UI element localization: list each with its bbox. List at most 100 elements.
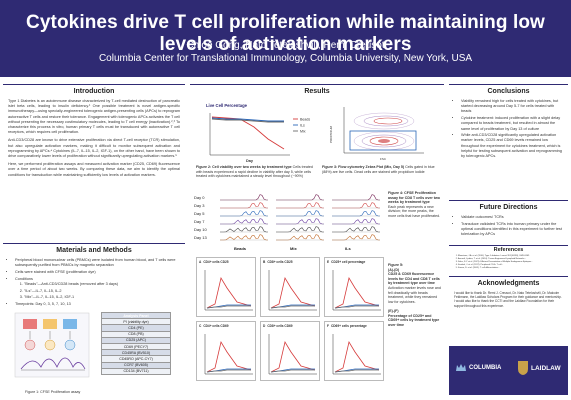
fig5-panel-letter: D [263,324,266,328]
fig5-panel: A CD4+ cells CD25 [196,257,256,317]
fig2-legend-mix: Mix [300,129,306,133]
introduction-section: Introduction Type 1 Diabetes is an autoi… [3,84,185,234]
conclusions-heading: Conclusions [487,88,530,95]
fig5-panel-letter: F [327,324,329,328]
fig5-beads-line [270,340,316,373]
columbia-crown-icon [456,364,466,371]
acknowledgments-section: Acknowledgments I would like to thank Dr… [449,276,568,344]
reference-item: Bluestone, J.A. et al. (2010). Type 1 di… [458,255,563,258]
fig5-beads-line [270,276,316,309]
poster-authors: Chloe Gong, Nato Teteloshvili, Remi Creu… [186,40,385,51]
fig5-panel-title-text: CD69+ cells percentage [330,324,367,328]
fig5-beads-line [206,340,252,373]
laidlaw-shield-icon [518,361,528,375]
fig5-panel-title-text: CD4+ cells CD25 [203,260,229,264]
fig5-caption-part-4: (E)-(F) [388,308,399,313]
condition-beads: "Beads"—Anti-CD3/CD28 beads (removed aft… [24,282,180,287]
fig5-line-chart [268,334,317,375]
conclusions-section: Conclusions Viability remained high for … [449,84,568,197]
figure4-caption: Figure 4: CFSE Proliferation assay for C… [388,191,442,219]
fig4-histogram-trace [332,194,381,201]
methods-bullet-1: Peripheral blood mononuclear cells (PBMC… [15,258,180,268]
fig4-histogram-trace [220,218,269,225]
fig4-histogram-trace [220,194,269,201]
fig5-beads-line [334,340,380,373]
panel-row: CD134 (BV711) [101,367,171,375]
condition-mix: "Mix"—IL-7, IL-15, IL-2, IGF-1 [24,295,180,300]
fig5-panel-title: A CD4+ cells CD25 [199,260,229,264]
figure5-caption: Figure 5: (A)-(D) CD25 & CD69 fluorescen… [388,263,442,327]
figure3-caption-text: Cells gated in blue (88%) are live cells… [322,165,435,174]
future-body: Validate outcomes/ TCRs Transduce valida… [449,213,568,241]
fig4-histogram-trace [332,210,381,217]
fig5-panel-title: C CD4+ cells CD69 [199,324,229,328]
figure2-line-chart: Beads ILs Mix Day [209,113,310,163]
fig5-axes [204,334,253,375]
fig5-mix-line [206,369,251,373]
methods-conditions-label: Conditions [15,276,33,281]
fig5-panel: C CD4+ cells CD69 [196,321,256,381]
figure5-caption-title: Figure 5: [388,263,404,267]
fig5-mix-line [270,305,315,309]
fig4-col-beads: Beads [234,246,247,251]
future-directions-section: Future Directions Validate outcomes/ TCR… [449,200,568,242]
poster-affiliation: Columbia Center for Translational Immuno… [98,53,473,64]
fig5-axes [204,270,253,311]
fig5-panel-title: F CD69+ cells percentage [327,324,367,328]
fig2-beads-line [211,116,285,150]
fig5-caption-part-3: Activation marker levels rose and fell d… [388,285,441,304]
fig5-panel-letter: B [263,260,266,264]
fig4-histogram-trace [276,202,325,209]
methods-heading: Materials and Methods [56,247,132,254]
fig4-histogram-trace [276,234,325,241]
figure3-zebra-plot: PROPIDIUM FSC [329,107,424,161]
fig5-axes [268,270,317,311]
fig5-panel-title: E CD25+ cell percentage [327,260,365,264]
fig4-histogram-trace [276,226,325,233]
fig2-plot-title: Live Cell Percentage [206,103,247,108]
figure2-caption: Figure 2: Cell viability over two weeks … [196,165,316,179]
methods-section: Materials and Methods Peripheral blood m… [3,243,185,395]
figure1-caption: Figure 1: CFSE Proliferation assay [25,390,81,394]
poster-title: Cytokines drive T cell proliferation whi… [26,12,545,55]
methods-bullet-3: Conditions "Beads"—Anti-CD3/CD28 beads (… [15,277,180,301]
figure5-panels: A CD4+ cells CD25 B CD8+ cells CD25 E CD25+ c… [196,257,388,387]
fig5-mix-line [206,305,251,309]
fig5-mix-line [270,369,315,373]
fig4-histogram-trace [332,226,381,233]
methods-bullet-2: Cells were stained with CFSE (proliferat… [15,270,180,275]
fig4-histogram-trace [220,234,269,241]
fig5-panel-title: D CD8+ cells CD69 [263,324,293,328]
intro-paragraph-1: Type 1 Diabetes is an autoimmune disease… [8,99,180,135]
figure4-caption-text: Each peak represents a new division; the… [388,204,441,218]
fig5-line-chart [204,334,253,375]
future-bullet-1: Validate outcomes/ TCRs [461,215,563,220]
fig5-panel: B CD8+ cells CD25 [260,257,320,317]
fig5-caption-part-5: Percentage of CD25+ and CD69+ cells by t… [388,313,440,327]
reference-item: Ascardi, Ljubica, T. et al. (2014). Tiss… [458,258,563,261]
fig3-ylabel: PROPIDIUM [329,125,333,143]
fig5-line-chart [332,334,381,375]
fig4-day-0: Day 0 [194,195,205,200]
results-heading: Results [304,88,330,95]
fig5-mix-line [334,305,379,309]
conclusion-bullet-3: While anti-CD3/CD28 significantly upregu… [461,133,563,159]
fig4-histogram-trace [276,194,325,201]
methods-body: Peripheral blood mononuclear cells (PBMC… [3,256,185,311]
fig5-panel-title-text: CD8+ cells CD69 [267,324,293,328]
fig4-histogram-trace [276,210,325,217]
fig4-col-mix: Mix [290,246,297,251]
fig5-panel: F CD69+ cells percentage [324,321,384,381]
logo-footer: COLUMBIA LAIDLAW [449,346,568,395]
fig5-panel-title-text: CD4+ cells CD69 [203,324,229,328]
intro-paragraph-2: Anti-CD3/CD28 are known to drive extensi… [8,138,180,159]
fig4-histogram-trace [220,210,269,217]
references-body: Bluestone, J.A. et al. (2010). Type 1 di… [449,255,568,270]
fig4-col-ils: ILs [345,246,351,251]
fig4-day-5: Day 5 [194,211,205,216]
laidlaw-logo: LAIDLAW [531,365,561,372]
fig4-day-labels: Day 0 Day 3 Day 5 Day 7 Day 10 Day 13 [194,195,216,243]
fig2-legend-beads: Beads [300,117,310,121]
fig5-caption-part-2: CD25 & CD69 fluorescence levels for CD4 … [388,272,440,286]
future-bullet-2: Transduce validated TCRs into human prim… [461,222,563,238]
